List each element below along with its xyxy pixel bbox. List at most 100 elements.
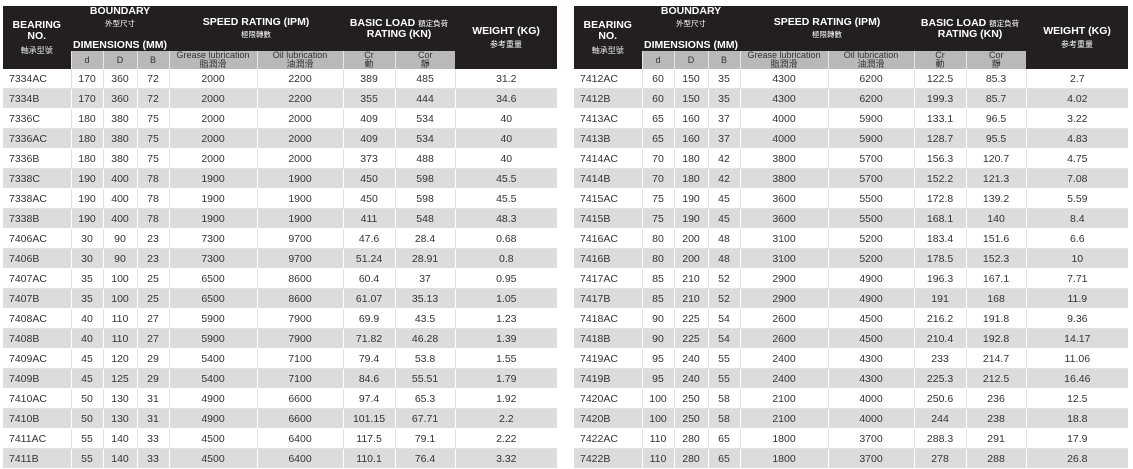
weight-cell: 26.8 bbox=[1025, 448, 1129, 469]
cor-cell: 85.3 bbox=[965, 69, 1027, 89]
table-row: 7416AC 80 200 48 3100 5200 183.4 151.6 6.6 bbox=[574, 228, 1129, 249]
oil-speed-cell: 9700 bbox=[256, 248, 344, 269]
cor-cell: 598 bbox=[394, 168, 456, 189]
weight-cell: 1.39 bbox=[454, 328, 558, 349]
width-b-cell: 55 bbox=[707, 348, 741, 369]
oil-speed-cell: 5700 bbox=[827, 148, 915, 169]
table-row: 7411AC 55 140 33 4500 6400 117.5 79.1 2.22 bbox=[3, 428, 558, 449]
cor-cell: 96.5 bbox=[965, 108, 1027, 129]
bore-d-cell: 45 bbox=[70, 348, 103, 369]
bearing-no-cell: 7334B bbox=[3, 88, 71, 109]
oil-speed-cell: 4300 bbox=[827, 368, 915, 389]
grease-speed-cell: 2000 bbox=[168, 128, 258, 149]
cr-cell: 355 bbox=[342, 88, 396, 109]
oil-speed-cell: 1900 bbox=[256, 168, 344, 189]
weight-cell: 4.75 bbox=[1025, 148, 1129, 169]
width-b-cell: 31 bbox=[136, 408, 170, 429]
cor-cell: 139.2 bbox=[965, 188, 1027, 209]
bearing-no-cell: 7409B bbox=[3, 368, 71, 389]
weight-cell: 1.05 bbox=[454, 288, 558, 309]
width-b-cell: 48 bbox=[707, 228, 741, 249]
weight-cell: 4.83 bbox=[1025, 128, 1129, 149]
cr-cell: 60.4 bbox=[342, 268, 396, 289]
weight-cell: 1.79 bbox=[454, 368, 558, 389]
cr-header: Cr 動 bbox=[913, 51, 967, 69]
load-rating-header: BASIC LOAD 額定負荷 RATING (KN) bbox=[343, 6, 456, 51]
oil-speed-cell: 8600 bbox=[256, 268, 344, 289]
outer-d-cell: 200 bbox=[673, 228, 708, 249]
oil-speed-cell: 4900 bbox=[827, 288, 915, 309]
oil-speed-cell: 2000 bbox=[256, 128, 344, 149]
outer-d-cell: 110 bbox=[102, 308, 137, 329]
width-b-cell: 54 bbox=[707, 328, 741, 349]
bearing-no-cell: 7338B bbox=[3, 208, 71, 229]
bore-d-cell: 35 bbox=[70, 268, 103, 289]
weight-cell: 9.36 bbox=[1025, 308, 1129, 329]
width-b-cell: 52 bbox=[707, 268, 741, 289]
right-table-body: 7412AC 60 150 35 4300 6200 122.5 85.3 2.7 7412B 60… bbox=[574, 69, 1129, 469]
cr-cell: 69.9 bbox=[342, 308, 396, 329]
bearing-no-cell: 7416AC bbox=[574, 228, 642, 249]
outer-d-cell: 130 bbox=[102, 388, 137, 409]
grease-speed-cell: 2100 bbox=[739, 388, 829, 409]
bearing-no-cell: 7410AC bbox=[3, 388, 71, 409]
bearing-no-cell: 7419AC bbox=[574, 348, 642, 369]
cor-cell: 37 bbox=[394, 268, 456, 289]
table-row: 7420B 100 250 58 2100 4000 244 238 18.8 bbox=[574, 408, 1129, 429]
table-row: 7415AC 75 190 45 3600 5500 172.8 139.2 5.59 bbox=[574, 188, 1129, 209]
table-row: 7416B 80 200 48 3100 5200 178.5 152.3 10 bbox=[574, 248, 1129, 269]
width-b-cell: 27 bbox=[136, 328, 170, 349]
oil-speed-cell: 4000 bbox=[827, 388, 915, 409]
table-row: 7334AC 170 360 72 2000 2200 389 485 31.2 bbox=[3, 69, 558, 89]
table-row: 7422B 110 280 65 1800 3700 278 288 26.8 bbox=[574, 448, 1129, 469]
cor-cell: 548 bbox=[394, 208, 456, 229]
width-b-cell: 31 bbox=[136, 388, 170, 409]
table-row: 7419AC 95 240 55 2400 4300 233 214.7 11.06 bbox=[574, 348, 1129, 369]
oil-speed-cell: 2200 bbox=[256, 69, 344, 89]
bore-d-cell: 110 bbox=[641, 428, 674, 449]
table-row: 7414AC 70 180 42 3800 5700 156.3 120.7 4.75 bbox=[574, 148, 1129, 169]
col-b-header: B bbox=[136, 51, 170, 69]
grease-speed-cell: 5900 bbox=[168, 328, 258, 349]
outer-d-cell: 190 bbox=[673, 208, 708, 229]
bearing-no-cell: 7336C bbox=[3, 108, 71, 129]
outer-d-cell: 280 bbox=[673, 448, 708, 469]
width-b-cell: 58 bbox=[707, 388, 741, 409]
cr-cell: 71.82 bbox=[342, 328, 396, 349]
load-rating-header: BASIC LOAD 額定負荷 RATING (KN) bbox=[914, 6, 1027, 51]
cor-cell: 191.8 bbox=[965, 308, 1027, 329]
weight-cell: 11.9 bbox=[1025, 288, 1129, 309]
oil-speed-cell: 5500 bbox=[827, 188, 915, 209]
grease-speed-cell: 1900 bbox=[168, 188, 258, 209]
outer-d-cell: 90 bbox=[102, 248, 137, 269]
weight-header: WEIGHT (KG) 参考重量 bbox=[1026, 6, 1129, 69]
width-b-cell: 25 bbox=[136, 288, 170, 309]
bore-d-cell: 85 bbox=[641, 268, 674, 289]
outer-d-cell: 240 bbox=[673, 348, 708, 369]
bore-d-cell: 190 bbox=[70, 168, 103, 189]
grease-speed-cell: 4900 bbox=[168, 388, 258, 409]
grease-speed-cell: 4300 bbox=[739, 88, 829, 109]
table-row: 7336C 180 380 75 2000 2000 409 534 40 bbox=[3, 108, 558, 129]
bore-d-cell: 180 bbox=[70, 128, 103, 149]
cr-cell: 389 bbox=[342, 69, 396, 89]
outer-d-cell: 400 bbox=[102, 168, 137, 189]
cr-cell: 411 bbox=[342, 208, 396, 229]
weight-cell: 16.46 bbox=[1025, 368, 1129, 389]
bore-d-cell: 180 bbox=[70, 108, 103, 129]
cor-cell: 168 bbox=[965, 288, 1027, 309]
oil-speed-cell: 6400 bbox=[256, 428, 344, 449]
bore-d-cell: 80 bbox=[641, 248, 674, 269]
outer-d-cell: 380 bbox=[102, 148, 137, 169]
table-row: 7417AC 85 210 52 2900 4900 196.3 167.1 7.71 bbox=[574, 268, 1129, 289]
bearing-no-cell: 7408AC bbox=[3, 308, 71, 329]
cor-cell: 534 bbox=[394, 108, 456, 129]
cr-header: Cr 動 bbox=[342, 51, 396, 69]
oil-speed-cell: 5200 bbox=[827, 248, 915, 269]
bore-d-cell: 75 bbox=[641, 208, 674, 229]
grease-speed-cell: 3100 bbox=[739, 248, 829, 269]
grease-speed-cell: 2000 bbox=[168, 88, 258, 109]
oil-speed-cell: 6200 bbox=[827, 88, 915, 109]
outer-d-cell: 160 bbox=[673, 108, 708, 129]
bore-d-cell: 180 bbox=[70, 148, 103, 169]
